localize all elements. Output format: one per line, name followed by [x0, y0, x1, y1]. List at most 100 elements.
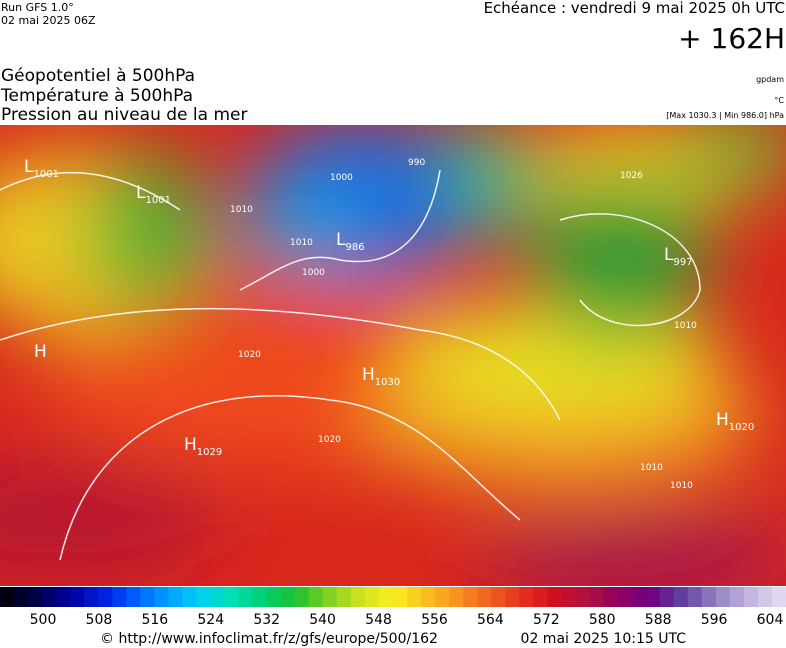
colorbar-swatch — [673, 587, 689, 607]
colorbar-swatch — [140, 587, 155, 607]
center-value: 1001 — [33, 169, 58, 180]
colorbar-tick-label: 532 — [253, 612, 280, 628]
map — [0, 125, 786, 586]
colorbar-swatch — [533, 587, 548, 607]
colorbar-swatch — [729, 587, 745, 607]
colorbar-swatch — [463, 587, 478, 607]
colorbar-swatch — [322, 587, 338, 607]
colorbar-swatch — [561, 587, 576, 607]
colorbar-swatch — [364, 587, 380, 607]
center-letter: H — [184, 435, 197, 455]
colorbar-swatch — [407, 587, 422, 607]
colorbar-swatch — [743, 587, 759, 607]
unit: [Max 1030.3 | Min 986.0] hPa — [666, 111, 784, 120]
isobar-label: 1010 — [230, 205, 253, 215]
colorbar-swatch — [589, 587, 605, 607]
unit: °C — [774, 96, 784, 105]
title: Géopotentiel à 500hPa — [1, 66, 195, 86]
colorbar-tick-label: 596 — [701, 612, 728, 628]
colorbar-tick-label: 524 — [197, 612, 224, 628]
isobar-label: 1010 — [640, 463, 663, 473]
colorbar-swatch — [378, 587, 394, 607]
center-value: 1029 — [197, 447, 222, 458]
center-letter: L — [664, 245, 674, 265]
colorbar-swatch — [42, 587, 57, 607]
colorbar-swatch — [659, 587, 675, 607]
generated: 02 mai 2025 10:15 UTC — [521, 631, 687, 647]
center-letter: L — [24, 157, 34, 177]
colorbar-swatch — [238, 587, 254, 607]
pressure-center: H1029 — [184, 435, 222, 458]
center-letter: H — [34, 342, 47, 362]
colorbar-swatch — [505, 587, 520, 607]
colorbar-swatch — [477, 587, 492, 607]
colorbar-tick-label: 500 — [30, 612, 57, 628]
colorbar-swatch — [182, 587, 197, 607]
colorbar-swatch — [168, 587, 183, 607]
colorbar-swatch — [603, 587, 619, 607]
colorbar-swatch — [715, 587, 731, 607]
colorbar-swatch — [210, 587, 226, 607]
colorbar-swatch — [56, 587, 71, 607]
colorbar-swatch — [575, 587, 590, 607]
colorbar-tick-label: 516 — [141, 612, 168, 628]
center-value: 1001 — [145, 195, 170, 206]
colorbar-tick-label: 564 — [477, 612, 504, 628]
colorbar-swatch — [252, 587, 268, 607]
lead-time: + 162H — [678, 22, 785, 55]
center-letter: L — [336, 230, 346, 250]
colorbar-swatch — [70, 587, 85, 607]
colorbar-tick-label: 572 — [533, 612, 560, 628]
pressure-center: L1001 — [24, 157, 59, 180]
center-value: 997 — [673, 257, 692, 268]
colorbar-swatch — [393, 587, 408, 607]
center-letter: H — [716, 410, 729, 430]
colorbar: 500 508 516 524 532 540 548 556 564 572 580 588 596 6… — [0, 587, 786, 628]
colorbar-swatch — [0, 587, 15, 607]
colorbar-tick-label: 556 — [421, 612, 448, 628]
pressure-center: H — [34, 342, 47, 362]
pressure-center: H1020 — [716, 410, 754, 433]
center-value: 986 — [345, 242, 364, 253]
colorbar-tick-label: 548 — [365, 612, 392, 628]
unit: gpdam — [756, 75, 784, 84]
colorbar-swatch — [421, 587, 436, 607]
colorbar-tick-label: 588 — [645, 612, 672, 628]
pressure-center: H1030 — [362, 365, 400, 388]
isobar-label: 1000 — [330, 173, 353, 183]
colorbar-swatch — [757, 587, 773, 607]
center-letter: L — [136, 183, 146, 203]
colorbar-swatch — [449, 587, 464, 607]
colorbar-swatch — [435, 587, 450, 607]
colorbar-swatch — [519, 587, 534, 607]
colorbar-tick-label: 604 — [757, 612, 784, 628]
colorbar-swatch — [14, 587, 29, 607]
colorbar-swatch — [645, 587, 661, 607]
colorbar-swatch — [547, 587, 562, 607]
isobar-labels: 990 1000 1000 1010 1010 1020 1020 1026 1010 1010 1… — [230, 158, 697, 491]
colorbar-swatch — [196, 587, 212, 607]
title: Température à 500hPa — [0, 86, 193, 106]
colorbar-tick-label: 580 — [589, 612, 616, 628]
colorbar-swatch — [84, 587, 99, 607]
colorbar-swatch — [98, 587, 113, 607]
colorbar-swatch — [224, 587, 240, 607]
colorbar-swatch — [350, 587, 366, 607]
colorbar-tick-label: 508 — [86, 612, 113, 628]
colorbar-tick-label: 540 — [309, 612, 336, 628]
isobar-label: 1000 — [302, 268, 325, 278]
source: © http://www.infoclimat.fr/z/gfs/europe/… — [100, 631, 438, 647]
isobar-label: 1026 — [620, 171, 643, 181]
center-value: 1020 — [729, 422, 754, 433]
colorbar-swatch — [336, 587, 352, 607]
colorbar-swatch — [617, 587, 633, 607]
pressure-center: L997 — [664, 245, 693, 268]
colorbar-swatch — [294, 587, 310, 607]
colorbar-swatch — [631, 587, 647, 607]
colorbar-swatch — [266, 587, 282, 607]
colorbar-swatch — [126, 587, 141, 607]
echeance: Echéance : vendredi 9 mai 2025 0h UTC — [484, 0, 785, 17]
run: Run GFS 1.0° — [1, 1, 74, 14]
